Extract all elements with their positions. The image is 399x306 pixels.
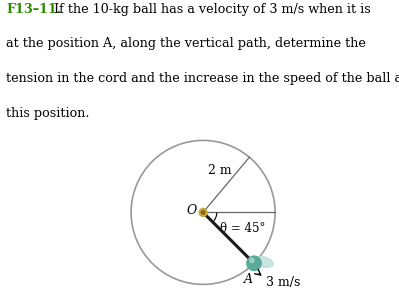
- Text: If the 10-kg ball has a velocity of 3 m/s when it is: If the 10-kg ball has a velocity of 3 m/…: [46, 2, 371, 16]
- Text: A: A: [243, 273, 253, 286]
- Circle shape: [199, 208, 207, 216]
- Text: 2 m: 2 m: [208, 164, 231, 177]
- Circle shape: [201, 211, 205, 214]
- Circle shape: [247, 256, 261, 271]
- Text: 3 m/s: 3 m/s: [265, 276, 300, 289]
- Text: O: O: [186, 204, 197, 218]
- Circle shape: [250, 258, 254, 263]
- Text: θ = 45°: θ = 45°: [220, 222, 266, 235]
- Text: F13–11.: F13–11.: [6, 2, 61, 16]
- Ellipse shape: [253, 256, 273, 267]
- Text: tension in the cord and the increase in the speed of the ball at: tension in the cord and the increase in …: [6, 72, 399, 85]
- Text: this position.: this position.: [6, 107, 89, 120]
- Text: at the position A, along the vertical path, determine the: at the position A, along the vertical pa…: [6, 37, 366, 50]
